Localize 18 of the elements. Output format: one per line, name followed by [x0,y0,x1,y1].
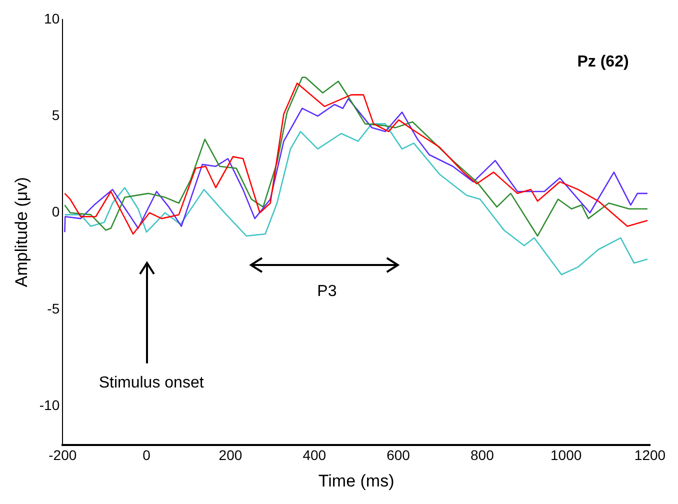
x-tick-label: -200 [48,447,77,464]
y-tick-label: -5 [47,300,60,316]
y-tick-label: 5 [52,106,60,123]
x-tick-label: 1200 [634,447,666,464]
y-tick-label: 10 [44,10,60,26]
x-tick-label: 600 [386,447,410,464]
x-tick-label: 0 [142,447,151,464]
y-axis-title: Amplitude (μv) [12,177,31,288]
x-tick-label: 200 [218,447,242,464]
y-tick-label: -10 [39,396,60,413]
annotation: P3 [317,283,337,300]
x-tick-label: 400 [302,447,326,464]
x-tick-label: 800 [470,447,494,464]
annotation: Stimulus onset [98,374,204,392]
x-tick-label: 1000 [550,447,582,464]
annotation: Pz (62) [577,53,629,70]
x-axis-title: Time (ms) [318,471,394,490]
y-tick-label: 0 [52,204,60,220]
